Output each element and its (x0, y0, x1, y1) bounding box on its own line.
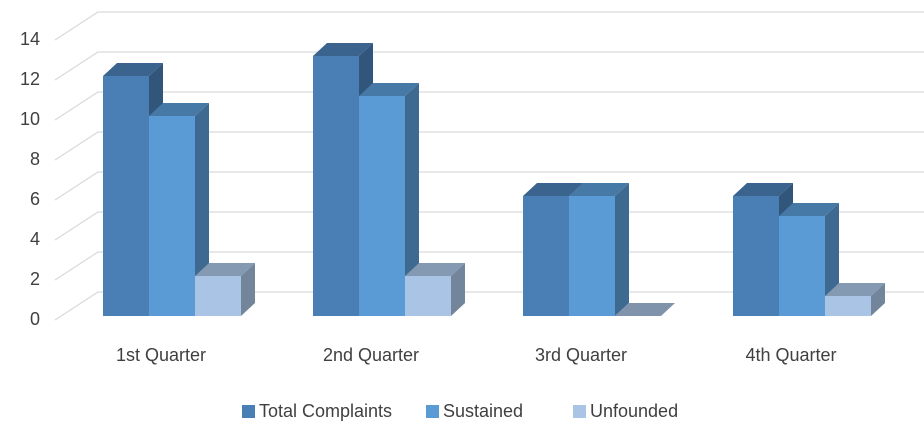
bar-face (523, 196, 569, 316)
bar-face (195, 263, 255, 276)
legend-swatch (242, 405, 255, 418)
bar-face (405, 83, 419, 316)
bar-face (779, 203, 839, 216)
bar-face (149, 103, 209, 116)
bar (149, 103, 209, 316)
bar-face (733, 196, 779, 316)
bar-face (405, 263, 465, 276)
grid-line (54, 91, 924, 121)
x-tick-label: 2nd Quarter (323, 345, 419, 365)
legend-label: Total Complaints (259, 401, 392, 421)
y-tick-label: 4 (30, 229, 40, 249)
x-tick-label: 4th Quarter (745, 345, 836, 365)
bar-face (195, 276, 241, 316)
bar-face (569, 183, 629, 196)
bar-face (825, 296, 871, 316)
bar (569, 183, 629, 316)
y-tick-label: 10 (20, 109, 40, 129)
grid-line (54, 291, 924, 321)
y-tick-label: 12 (20, 69, 40, 89)
bar-face (241, 263, 255, 316)
bar-face (103, 63, 163, 76)
bar-face (733, 183, 793, 196)
bar-face (451, 263, 465, 316)
bar-face (405, 276, 451, 316)
legend-swatch (426, 405, 439, 418)
y-tick-label: 14 (20, 29, 40, 49)
bar-face (103, 76, 149, 316)
bar-face (149, 116, 195, 316)
bar-face (569, 196, 615, 316)
bar-face (195, 103, 209, 316)
bar-face (615, 183, 629, 316)
grid-line (54, 11, 924, 41)
x-tick-label: 3rd Quarter (535, 345, 627, 365)
bar (825, 283, 885, 316)
grid-line (54, 51, 924, 81)
bar-face (615, 303, 675, 316)
grid-line (54, 211, 924, 241)
bar-face (313, 43, 373, 56)
legend-label: Unfounded (590, 401, 678, 421)
bar-face (779, 216, 825, 316)
bar (405, 263, 465, 316)
bar-face (871, 283, 885, 316)
y-tick-label: 2 (30, 269, 40, 289)
bar-face (359, 96, 405, 316)
legend-label: Sustained (443, 401, 523, 421)
bar-face (313, 56, 359, 316)
grid-line (54, 131, 924, 161)
x-tick-label: 1st Quarter (116, 345, 206, 365)
legend-swatch (573, 405, 586, 418)
bar-face (359, 83, 419, 96)
grid-line (54, 171, 924, 201)
bar (615, 303, 675, 316)
bar (195, 263, 255, 316)
bar-face (523, 183, 583, 196)
y-tick-label: 0 (30, 309, 40, 329)
y-tick-label: 8 (30, 149, 40, 169)
bar-face (825, 283, 885, 296)
bar (359, 83, 419, 316)
grid-line (54, 251, 924, 281)
y-tick-label: 6 (30, 189, 40, 209)
